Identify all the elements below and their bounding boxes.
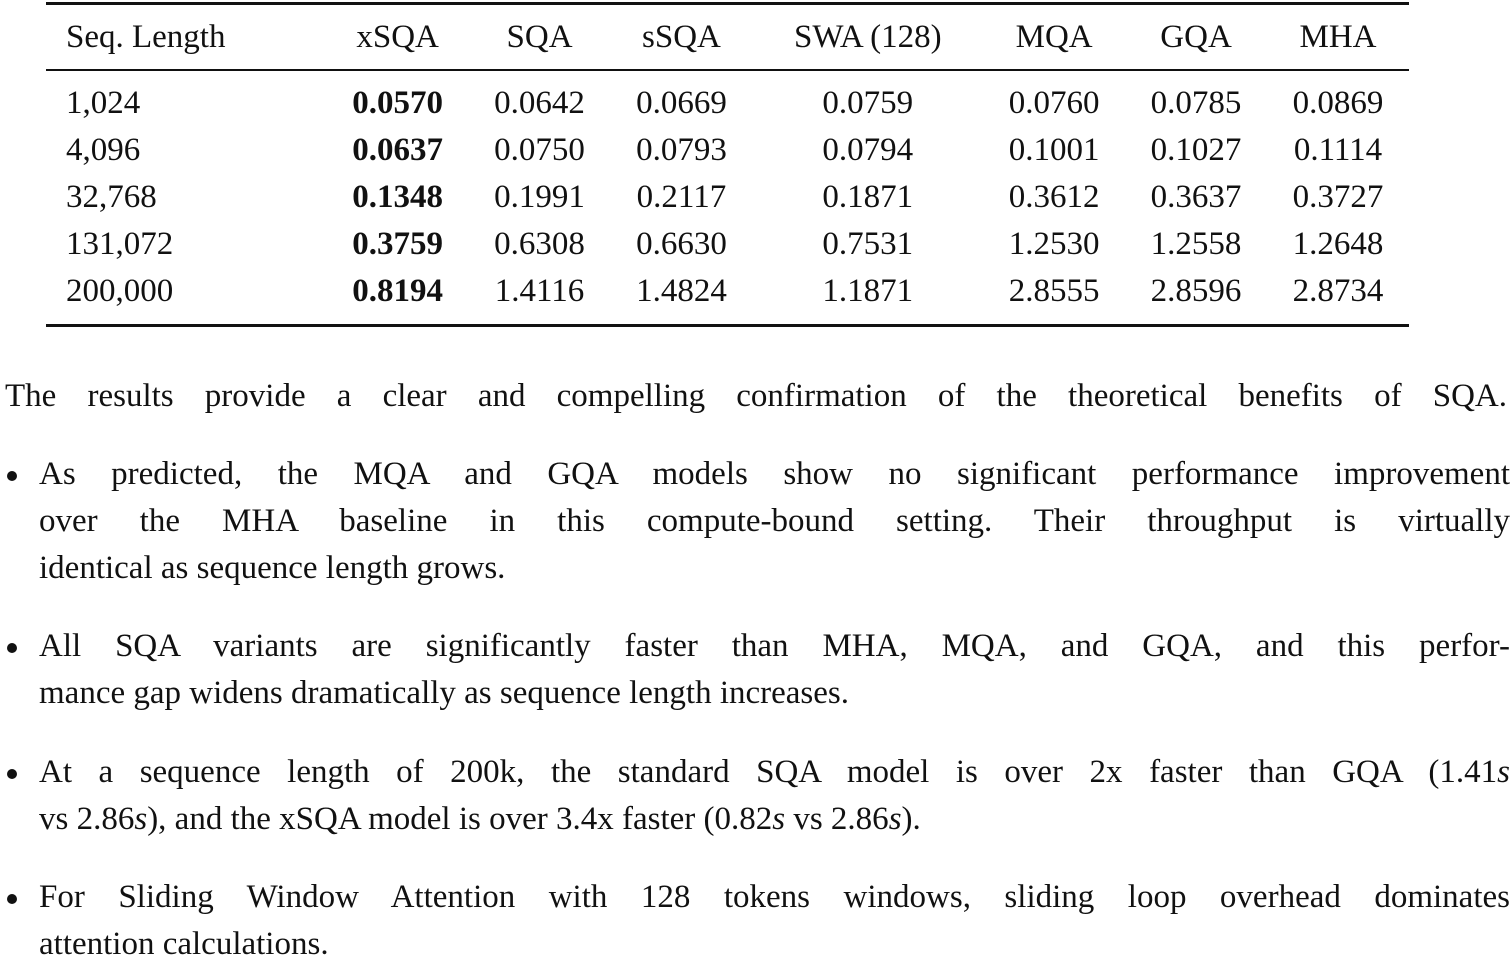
header-row: Seq. Length xSQA SQA sSQA SWA (128) MQA GQA MHA xyxy=(46,3,1409,71)
text-segment: All SQA variants are significantly faste… xyxy=(39,628,1510,664)
header-cell: MQA xyxy=(983,3,1126,71)
table-row: 131,072 0.3759 0.6308 0.6630 0.7531 1.2530 1.2… xyxy=(46,221,1409,268)
table-row: 32,768 0.1348 0.1991 0.2117 0.1871 0.3612 0.36… xyxy=(46,174,1409,221)
text-line: identical as sequence length grows. xyxy=(39,545,1510,592)
table-cell: 131,072 xyxy=(66,226,174,262)
header-cell: Seq. Length xyxy=(46,3,327,71)
table-cell: 0.3759 xyxy=(352,226,443,262)
table-cell: 0.3637 xyxy=(1150,179,1242,215)
table-cell: 0.0794 xyxy=(822,132,914,168)
text-segment: s xyxy=(772,801,786,837)
text-segment: attention calculations. xyxy=(39,926,329,962)
table-cell: 1.2530 xyxy=(1008,226,1100,262)
text-segment: mance gap widens dramatically as sequenc… xyxy=(39,675,849,711)
text-line: mance gap widens dramatically as sequenc… xyxy=(39,670,1510,717)
table-cell: 0.3612 xyxy=(1008,179,1100,215)
table-cell: 0.0793 xyxy=(636,132,727,168)
table-cell: 0.0637 xyxy=(352,132,443,168)
text-segment: ). xyxy=(901,801,921,837)
text-line: over the MHA baseline in this compute-bo… xyxy=(39,498,1510,545)
table-cell: 1.4116 xyxy=(494,273,585,309)
header-cell: sSQA xyxy=(610,3,753,71)
table-cell: 1.2648 xyxy=(1292,226,1384,262)
bullet-dot xyxy=(7,894,17,904)
table-cell: 0.6308 xyxy=(494,226,585,262)
table-cell: 0.2117 xyxy=(636,179,727,215)
table-cell: 32,768 xyxy=(66,179,157,215)
table-cell: 0.0760 xyxy=(1008,85,1100,121)
header-cell: SWA (128) xyxy=(752,3,984,71)
text-line: All SQA variants are significantly faste… xyxy=(39,623,1510,670)
table-cell: 0.0570 xyxy=(352,85,443,121)
table-cell: 0.1348 xyxy=(352,179,443,215)
table-cell: 2.8734 xyxy=(1292,273,1384,309)
text-segment: s xyxy=(1497,754,1510,790)
table-cell: 0.0759 xyxy=(822,85,914,121)
text-line: attention calculations. xyxy=(39,921,1510,968)
table-cell: 1.4824 xyxy=(636,273,727,309)
text-segment: At a sequence length of 200k, the standa… xyxy=(39,754,1498,790)
table-cell: 0.0669 xyxy=(636,85,727,121)
table-cell: 0.1114 xyxy=(1293,132,1383,168)
results-table: Seq. Length xSQA SQA sSQA SWA (128) MQA GQA MHA… xyxy=(46,2,1409,327)
table-cell: 0.0869 xyxy=(1292,85,1384,121)
text-line: At a sequence length of 200k, the standa… xyxy=(39,749,1510,796)
table-cell: 0.6630 xyxy=(636,226,727,262)
text-line: As predicted, the MQA and GQA models sho… xyxy=(39,451,1510,498)
table-row: 200,000 0.8194 1.4116 1.4824 1.1871 2.8555 2.8… xyxy=(46,268,1409,326)
bullet-text: At a sequence length of 200k, the standa… xyxy=(39,749,1510,843)
paragraph-text: The results provide a clear and compelli… xyxy=(5,378,1507,414)
text-segment: s xyxy=(134,801,148,837)
table-cell: 1.2558 xyxy=(1150,226,1242,262)
table-cell: 200,000 xyxy=(66,273,174,309)
bullet-dot xyxy=(7,471,17,481)
table-cell: 2.8555 xyxy=(1008,273,1100,309)
table-cell: 0.7531 xyxy=(822,226,914,262)
bullet-text: As predicted, the MQA and GQA models sho… xyxy=(39,451,1510,592)
text-segment: vs 2.86 xyxy=(785,801,889,837)
text-segment: s xyxy=(888,801,902,837)
text-segment: As predicted, the MQA and GQA models sho… xyxy=(39,456,1510,492)
bullet-text: All SQA variants are significantly faste… xyxy=(39,623,1510,717)
table-row: 1,024 0.0570 0.0642 0.0669 0.0759 0.0760 0.078… xyxy=(46,70,1409,127)
table-cell: 1,024 xyxy=(66,85,141,121)
bullet-dot xyxy=(7,643,17,653)
table-cell: 2.8596 xyxy=(1150,273,1242,309)
header-cell: MHA xyxy=(1267,3,1409,71)
text-segment: vs 2.86 xyxy=(39,801,135,837)
table-cell: 0.1001 xyxy=(1008,132,1100,168)
paragraph: The results provide a clear and compelli… xyxy=(5,373,1507,420)
header-cell: SQA xyxy=(468,3,611,71)
table-cell: 0.1871 xyxy=(822,179,914,215)
table-cell: 0.0642 xyxy=(494,85,585,121)
bullet-dot xyxy=(7,769,17,779)
table-cell: 1.1871 xyxy=(822,273,914,309)
text-line: vs 2.86s), and the xSQA model is over 3.… xyxy=(39,796,1510,843)
header-cell: GQA xyxy=(1125,3,1267,71)
header-cell: xSQA xyxy=(326,3,469,71)
table-cell: 0.8194 xyxy=(352,273,443,309)
table-cell: 0.3727 xyxy=(1292,179,1384,215)
table-cell: 0.1027 xyxy=(1150,132,1242,168)
table-cell: 0.1991 xyxy=(494,179,585,215)
text-segment: over the MHA baseline in this compute-bo… xyxy=(39,503,1510,539)
table-cell: 0.0750 xyxy=(494,132,585,168)
text-segment: identical as sequence length grows. xyxy=(39,550,506,586)
table-cell: 0.0785 xyxy=(1150,85,1242,121)
text-segment: ), and the xSQA model is over 3.4x faste… xyxy=(147,801,773,837)
text-segment: For Sliding Window Attention with 128 to… xyxy=(39,879,1510,915)
bullet-text: For Sliding Window Attention with 128 to… xyxy=(39,874,1510,968)
table-row: 4,096 0.0637 0.0750 0.0793 0.0794 0.1001 0.102… xyxy=(46,127,1409,174)
text-line: For Sliding Window Attention with 128 to… xyxy=(39,874,1510,921)
table-cell: 4,096 xyxy=(66,132,141,168)
